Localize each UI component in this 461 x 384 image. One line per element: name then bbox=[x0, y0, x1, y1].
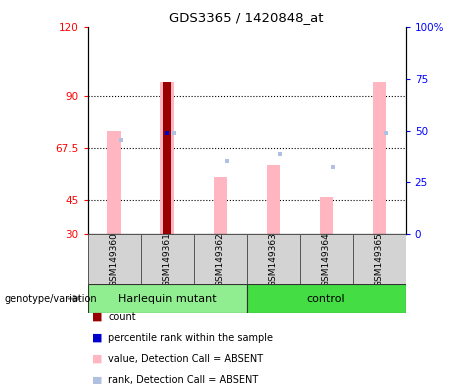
Text: ■: ■ bbox=[92, 354, 103, 364]
Text: percentile rank within the sample: percentile rank within the sample bbox=[108, 333, 273, 343]
Bar bbox=[300, 234, 353, 284]
Text: GSM149365: GSM149365 bbox=[375, 232, 384, 286]
Bar bbox=[319, 197, 333, 234]
Text: ■: ■ bbox=[92, 375, 103, 384]
Text: genotype/variation: genotype/variation bbox=[5, 293, 97, 304]
Bar bbox=[88, 234, 141, 284]
Text: rank, Detection Call = ABSENT: rank, Detection Call = ABSENT bbox=[108, 375, 259, 384]
Bar bbox=[88, 284, 247, 313]
Text: Harlequin mutant: Harlequin mutant bbox=[118, 293, 216, 304]
Bar bbox=[247, 284, 406, 313]
Text: control: control bbox=[307, 293, 345, 304]
Text: GSM149363: GSM149363 bbox=[269, 232, 278, 286]
Text: ■: ■ bbox=[92, 312, 103, 322]
Text: GSM149360: GSM149360 bbox=[110, 232, 118, 286]
Bar bbox=[247, 234, 300, 284]
Text: GSM149361: GSM149361 bbox=[163, 232, 171, 286]
Text: count: count bbox=[108, 312, 136, 322]
Bar bbox=[213, 177, 227, 234]
Bar bbox=[194, 234, 247, 284]
Bar bbox=[164, 82, 171, 234]
Bar bbox=[353, 234, 406, 284]
Bar bbox=[107, 131, 121, 234]
Text: value, Detection Call = ABSENT: value, Detection Call = ABSENT bbox=[108, 354, 263, 364]
Text: GSM149364: GSM149364 bbox=[322, 232, 331, 286]
Title: GDS3365 / 1420848_at: GDS3365 / 1420848_at bbox=[169, 11, 324, 24]
Text: GSM149362: GSM149362 bbox=[216, 232, 225, 286]
Text: ■: ■ bbox=[92, 333, 103, 343]
Bar bbox=[372, 82, 386, 234]
Bar bbox=[160, 82, 174, 234]
Bar bbox=[141, 234, 194, 284]
Bar bbox=[266, 165, 280, 234]
